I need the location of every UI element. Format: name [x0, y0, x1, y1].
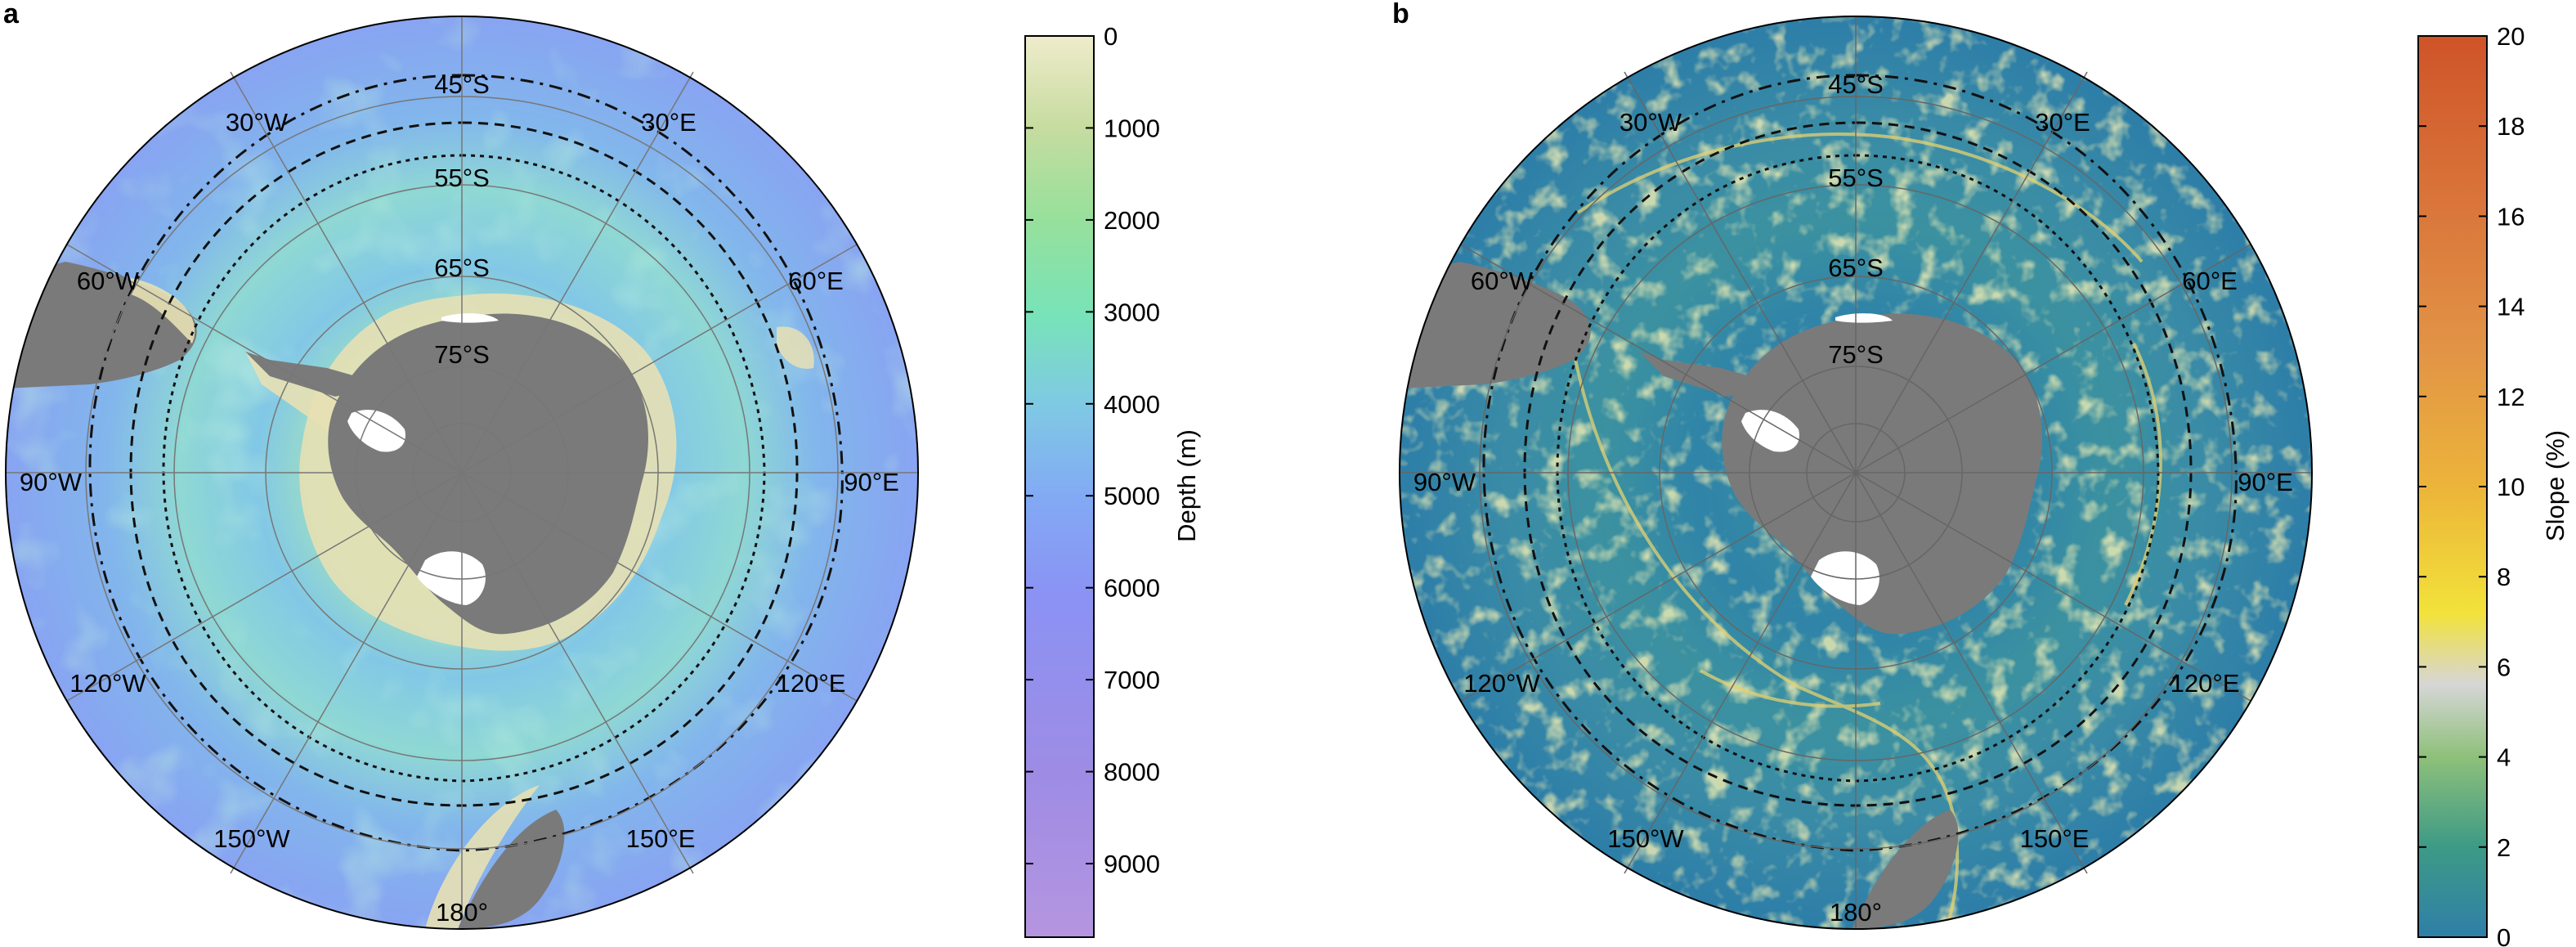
graticule-labels-b: 45°S 55°S 65°S 75°S 30°W 30°E 60°W 60°E …	[1413, 70, 2293, 927]
lon-label-180: 180°	[436, 898, 488, 927]
lon-label-30e: 30°E	[641, 108, 697, 137]
slope-colorbar-ramp	[2417, 35, 2488, 938]
depth-tick-label: 5000	[1104, 482, 1160, 510]
panel-b: b	[1392, 0, 2569, 947]
depth-colorbar: 0 1000 2000 3000 4000 5000 6000 7000 8000 9000 De…	[1024, 22, 1201, 938]
lon-label-120e: 120°E	[777, 669, 846, 698]
slope-tick-label: 4	[2497, 743, 2511, 772]
slope-tick-label: 0	[2497, 923, 2511, 947]
lon-label-90e-b: 90°E	[2238, 468, 2293, 496]
panel-letter-a: a	[3, 0, 20, 29]
depth-colorbar-ticks: 0 1000 2000 3000 4000 5000 6000 7000 8000 9000	[1025, 22, 1160, 878]
depth-colorbar-ramp	[1024, 35, 1095, 938]
lon-label-30w: 30°W	[226, 108, 289, 137]
depth-tick-label: 1000	[1104, 114, 1160, 142]
slope-tick-label: 12	[2497, 383, 2524, 411]
slope-tick-label: 18	[2497, 112, 2524, 141]
slope-colorbar-ticks: 0 2 4 6 8 10 12 14 16 18 20	[2418, 22, 2524, 947]
map-border-a	[5, 16, 919, 930]
lon-label-90w-b: 90°W	[1413, 468, 1476, 496]
graticule-labels-a: 45°S 55°S 65°S 75°S 30°W 30°E 60°W 60°E …	[20, 70, 899, 927]
lon-label-30e-b: 30°E	[2035, 108, 2090, 137]
depth-tick-label: 6000	[1104, 574, 1160, 603]
lon-label-60e-b: 60°E	[2182, 267, 2238, 295]
slope-tick-label: 10	[2497, 473, 2524, 501]
depth-colorbar-title: Depth (m)	[1172, 429, 1201, 542]
slope-tick-label: 2	[2497, 833, 2511, 862]
lon-label-30w-b: 30°W	[1620, 108, 1682, 137]
lat-label-75s: 75°S	[434, 340, 490, 369]
lon-label-60w-b: 60°W	[1471, 267, 1534, 295]
antarctica-land-b	[1722, 313, 2042, 635]
antarctica-land	[328, 313, 648, 635]
slope-tick-label: 16	[2497, 202, 2524, 231]
graticule-a	[6, 16, 918, 929]
panel-a: a	[3, 0, 1201, 938]
lat-label-65s-b: 65°S	[1828, 254, 1884, 282]
slope-colorbar-title: Slope (%)	[2541, 430, 2569, 541]
lon-label-150e-b: 150°E	[2020, 824, 2090, 853]
south-america-land-b	[1400, 262, 1591, 388]
slope-tick-label: 6	[2497, 653, 2511, 681]
panel-letter-b: b	[1392, 0, 1409, 29]
slope-tick-label: 20	[2497, 22, 2524, 51]
lon-label-120e-b: 120°E	[2171, 669, 2240, 698]
lon-label-90w: 90°W	[20, 468, 83, 496]
depth-tick-label: 8000	[1104, 758, 1160, 787]
lat-label-55s: 55°S	[434, 164, 490, 192]
lat-label-75s-b: 75°S	[1828, 340, 1884, 369]
depth-tick-label: 9000	[1104, 850, 1160, 878]
lon-label-90e: 90°E	[844, 468, 899, 496]
depth-tick-label: 0	[1104, 22, 1118, 51]
depth-tick-label: 4000	[1104, 390, 1160, 419]
lon-label-150w-b: 150°W	[1607, 824, 1684, 853]
lon-label-150e: 150°E	[626, 824, 696, 853]
lat-label-45s-b: 45°S	[1828, 70, 1884, 99]
depth-tick-label: 2000	[1104, 206, 1160, 235]
ice-shelf-weddell-b	[1741, 410, 1799, 452]
ice-shelf-weddell	[347, 410, 405, 452]
lon-label-150w: 150°W	[213, 824, 290, 853]
lat-label-55s-b: 55°S	[1828, 164, 1884, 192]
map-border-b	[1399, 16, 2313, 930]
lon-label-120w: 120°W	[69, 669, 146, 698]
slope-colorbar: 0 2 4 6 8 10 12 14 16 18 20 Slope (%)	[2417, 22, 2569, 947]
lat-label-65s: 65°S	[434, 254, 490, 282]
lon-label-60w: 60°W	[77, 267, 140, 295]
slope-tick-label: 8	[2497, 563, 2511, 591]
depth-tick-label: 3000	[1104, 298, 1160, 326]
lon-label-60e: 60°E	[788, 267, 844, 295]
graticule-b	[1400, 16, 2312, 929]
slope-tick-label: 14	[2497, 293, 2524, 321]
lon-label-180-b: 180°	[1830, 898, 1882, 927]
lat-label-45s: 45°S	[434, 70, 490, 99]
lon-label-120w-b: 120°W	[1463, 669, 1540, 698]
depth-tick-label: 7000	[1104, 666, 1160, 694]
